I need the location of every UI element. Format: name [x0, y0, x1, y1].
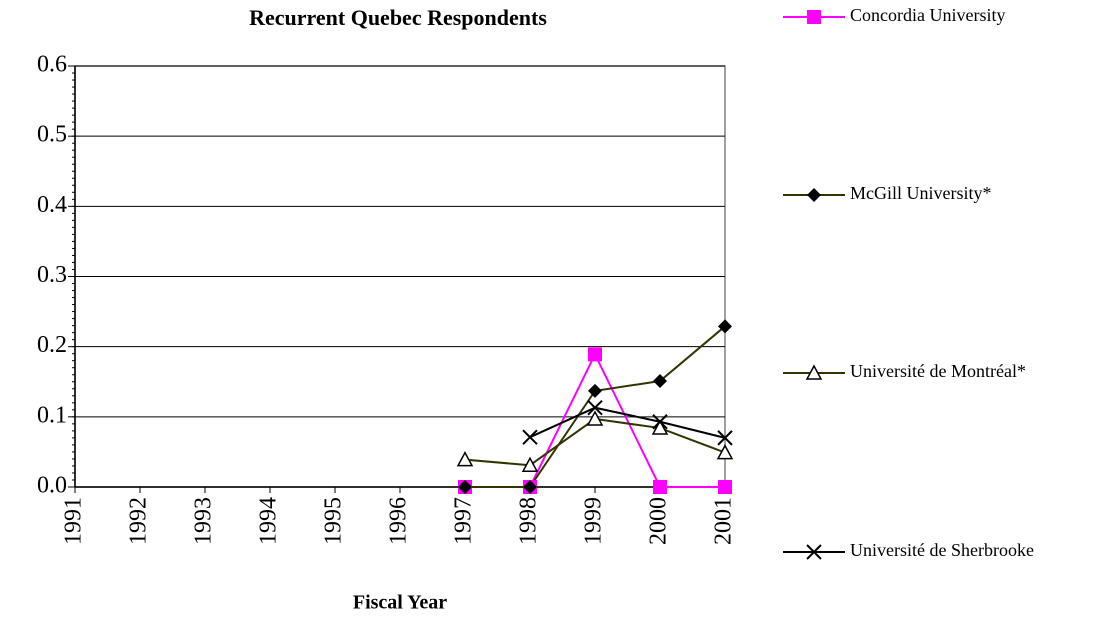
marker-triangle [716, 444, 734, 460]
legend-label: Concordia University [850, 5, 1005, 25]
marker-x [652, 414, 668, 430]
marker-x [717, 430, 733, 446]
y-tick-label: 0.4 [37, 192, 67, 218]
marker-square [718, 480, 732, 494]
y-tick-label: 0.6 [37, 52, 67, 78]
x-tick-label: 2001 [711, 497, 737, 545]
legend-marker [805, 364, 823, 380]
legend-label: McGill University* [850, 183, 992, 203]
x-tick-label: 1992 [126, 497, 152, 545]
x-tick-label: 1993 [191, 497, 217, 545]
legend-marker [807, 10, 821, 24]
legend-label: Université de Sherbrooke [850, 540, 1034, 560]
x-tick-label: 1999 [581, 497, 607, 545]
x-tick-label: 1994 [256, 497, 282, 545]
marker-triangle [586, 410, 604, 426]
x-tick-label: 1997 [451, 497, 477, 545]
x-tick-label: 1991 [61, 497, 87, 545]
marker-square [653, 480, 667, 494]
y-tick-label: 0.0 [37, 473, 67, 499]
legend-label: Université de Montréal* [850, 361, 1026, 381]
y-tick-label: 0.1 [37, 402, 67, 428]
x-tick-label: 2000 [646, 497, 672, 545]
marker-triangle [521, 456, 539, 472]
marker-x [587, 400, 603, 416]
y-tick-label: 0.3 [37, 262, 67, 288]
x-tick-label: 1998 [516, 497, 542, 545]
series-line [464, 417, 726, 467]
legend-marker [807, 188, 821, 202]
y-tick-label: 0.2 [37, 332, 67, 358]
x-tick-label: 1996 [386, 497, 412, 545]
y-tick-label: 0.5 [37, 122, 67, 148]
chart-title: Recurrent Quebec Respondents [249, 5, 547, 30]
marker-diamond [653, 374, 667, 389]
x-tick-label: 1995 [321, 497, 347, 545]
marker-triangle [651, 419, 669, 435]
marker-diamond [718, 319, 732, 334]
marker-diamond [523, 480, 537, 494]
legend-marker [806, 544, 822, 560]
marker-triangle [456, 451, 474, 467]
series-line [529, 406, 726, 439]
x-axis-title: Fiscal Year [353, 592, 447, 614]
marker-diamond [458, 480, 472, 494]
marker-square [588, 347, 602, 362]
marker-x [522, 429, 538, 445]
marker-diamond [588, 383, 602, 398]
